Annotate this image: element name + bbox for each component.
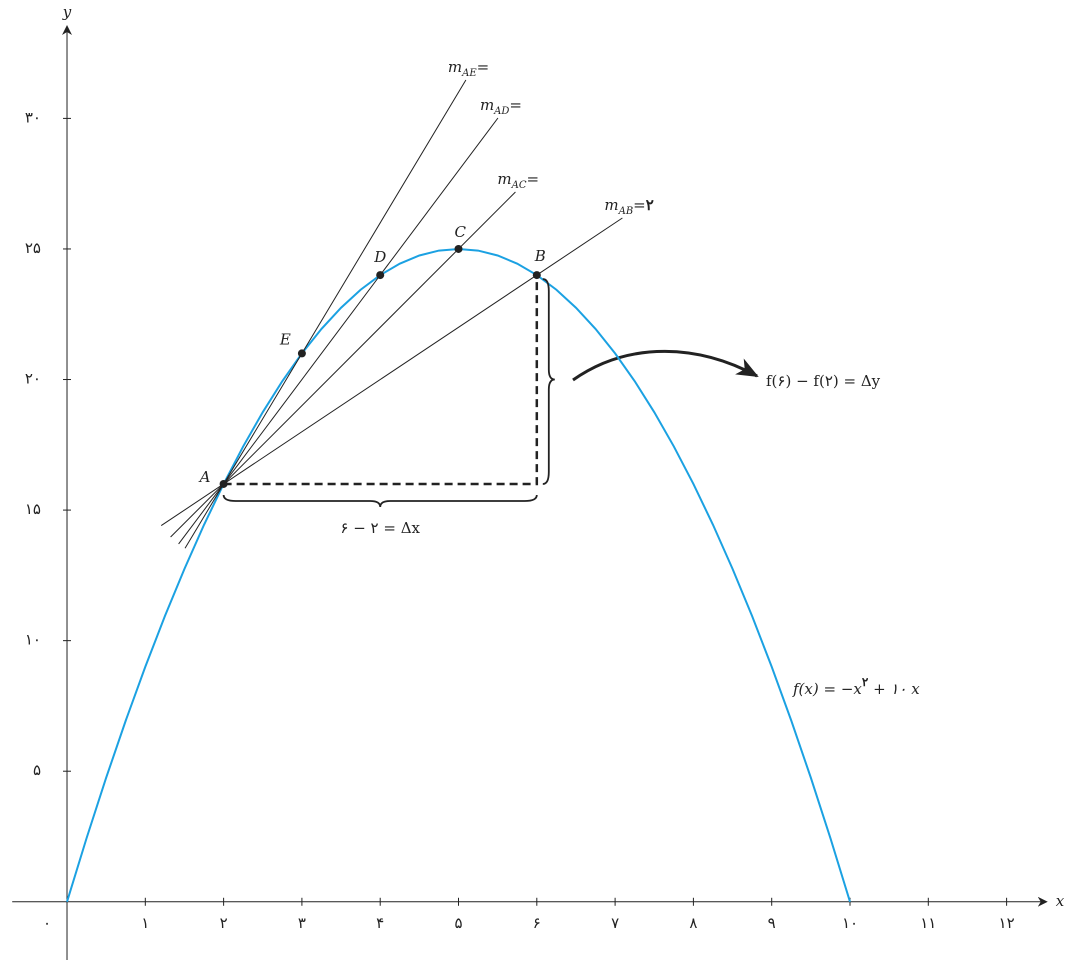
point-label: A — [198, 468, 211, 486]
point-label: E — [279, 330, 291, 348]
secant-line — [160, 217, 623, 527]
slope-subscript: AE — [461, 68, 477, 79]
point — [219, 479, 228, 488]
y-tick-label: ۲۰ — [25, 370, 41, 388]
slope-symbol: m — [497, 170, 511, 188]
secant-line — [178, 117, 499, 545]
secant-label: mAB=۲ — [604, 196, 653, 217]
y-tick-label: ۱۰ — [25, 631, 41, 649]
point-label: C — [455, 223, 467, 241]
x-tick-label: ۳ — [298, 914, 306, 932]
point — [454, 244, 463, 253]
x-tick-label: ۷ — [611, 914, 619, 932]
brace-y — [542, 278, 555, 485]
function-rhs: + ۱۰ x — [868, 680, 920, 698]
function-label: f(x) = −x۲ + ۱۰ x — [792, 675, 920, 699]
point-label: B — [534, 247, 546, 265]
secant-line — [184, 79, 467, 549]
slope-equals: = — [527, 170, 540, 188]
point — [297, 349, 306, 358]
slope-equals: = — [477, 58, 490, 76]
x-axis-title: x — [1056, 892, 1065, 910]
slope-equals: = — [509, 96, 522, 114]
x-tick-label: ۴ — [376, 914, 384, 932]
x-tick-label: ۲ — [220, 914, 228, 932]
slope-symbol: m — [604, 196, 618, 214]
secant-label: mAC= — [497, 170, 539, 191]
slope-subscript: AB — [618, 206, 634, 217]
slope-symbol: m — [480, 96, 494, 114]
y-tick-label: ۳۰ — [25, 108, 41, 126]
slope-equals: = — [633, 196, 646, 214]
x-tick-label: ۱۲ — [999, 914, 1015, 932]
delta-y-label: f(۶) − f(۲) = Δy — [766, 372, 881, 390]
delta-x-label: ۶ − ۲ = Δx — [340, 519, 420, 537]
annotation-arrow — [572, 349, 759, 382]
delta-lines — [223, 275, 539, 486]
point — [376, 271, 385, 280]
x-tick-label: ۱۱ — [920, 914, 936, 932]
slope-subscript: AC — [511, 180, 527, 191]
secant-label: mAD= — [480, 96, 522, 117]
x-tick-label: ۱۰ — [842, 914, 858, 932]
y-tick-label: ۲۵ — [25, 239, 41, 257]
point-label: D — [373, 248, 386, 266]
secant-label: mAE= — [448, 58, 489, 79]
curve — [66, 247, 851, 903]
x-tick-label: ۶ — [533, 914, 541, 932]
x-tick-label: ۸ — [689, 914, 697, 932]
function-lhs: f(x) = −x — [792, 680, 862, 698]
function-exponent: ۲ — [862, 675, 869, 689]
slope-subscript: AD — [493, 106, 509, 117]
y-tick-label: ۱۵ — [25, 500, 41, 518]
x-tick-label: ۱ — [141, 914, 149, 932]
x-tick-label: ۵ — [454, 914, 462, 932]
y-tick-label: ۵ — [33, 761, 41, 779]
x-tick-label: ۰ — [43, 914, 51, 932]
slope-symbol: m — [448, 58, 462, 76]
brace-x — [222, 494, 538, 508]
point — [532, 271, 541, 280]
x-tick-label: ۹ — [768, 914, 776, 932]
y-axis-title: y — [62, 3, 72, 21]
slope-value: ۲ — [646, 196, 654, 214]
